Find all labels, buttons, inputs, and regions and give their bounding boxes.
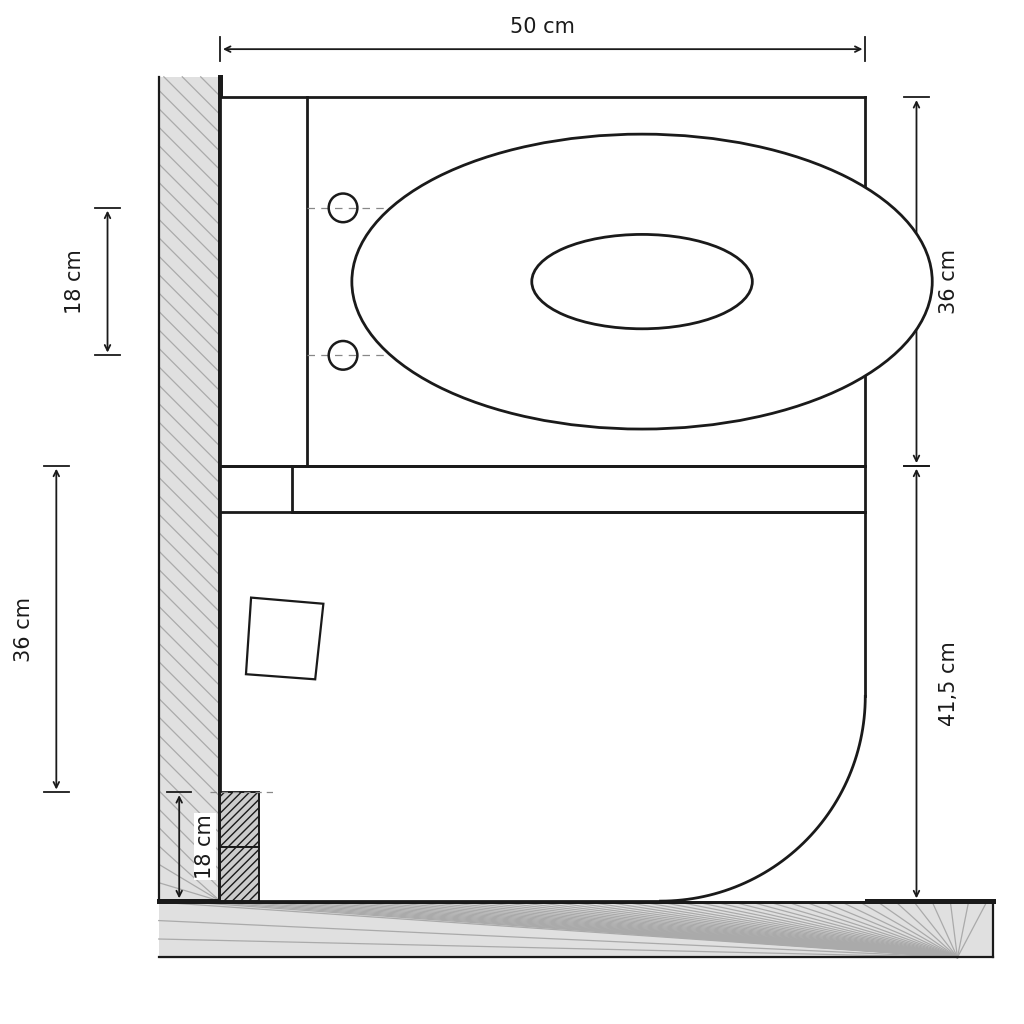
Ellipse shape: [531, 234, 753, 329]
Text: 36 cm: 36 cm: [939, 249, 959, 314]
Ellipse shape: [352, 134, 932, 429]
Bar: [159, 77, 220, 901]
Bar: [159, 901, 993, 957]
Text: 50 cm: 50 cm: [510, 16, 575, 37]
Text: 18 cm: 18 cm: [195, 814, 215, 879]
Text: 41,5 cm: 41,5 cm: [939, 641, 959, 726]
Bar: [220, 793, 259, 847]
Bar: [292, 466, 865, 512]
Bar: [220, 97, 865, 466]
Polygon shape: [246, 598, 324, 679]
Text: 36 cm: 36 cm: [13, 597, 34, 662]
Bar: [220, 847, 259, 901]
Text: 18 cm: 18 cm: [65, 249, 85, 314]
Bar: [220, 466, 865, 901]
